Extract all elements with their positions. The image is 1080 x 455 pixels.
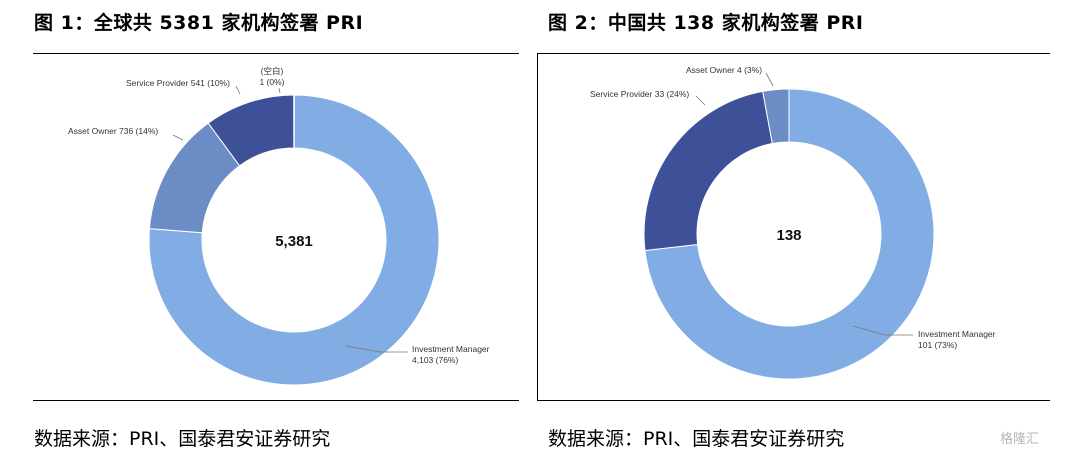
figure-2-title: 图 2：中国共 138 家机构签署 PRI	[548, 12, 864, 34]
data-label: 1 (0%)	[259, 77, 284, 87]
data-label: Service Provider 33 (24%)	[590, 89, 689, 99]
leader-line	[695, 95, 706, 106]
donut-slice-service-provider	[643, 90, 773, 252]
donut-center-total: 138	[776, 227, 801, 244]
figure-2-top-rule	[537, 53, 1050, 54]
figure-1-top-rule	[33, 53, 519, 54]
figure-1-bottom-rule	[33, 400, 519, 401]
leader-line	[235, 85, 241, 95]
data-label: Asset Owner 736 (14%)	[68, 126, 158, 136]
figures-divider	[537, 53, 538, 401]
data-label: Investment Manager	[412, 344, 490, 354]
donut-center-total: 5,381	[275, 233, 313, 250]
watermark-logo: 格隆汇	[1000, 432, 1040, 447]
data-label: Asset Owner 4 (3%)	[686, 65, 762, 75]
data-label: 101 (73%)	[918, 340, 957, 350]
leader-line	[852, 325, 913, 336]
donut-slice-blank	[293, 94, 295, 149]
leader-line	[172, 134, 184, 141]
data-label: Service Provider 541 (10%)	[126, 78, 230, 88]
leader-line	[765, 72, 774, 87]
figure-1-title: 图 1：全球共 5381 家机构签署 PRI	[34, 12, 364, 34]
donut-slice-asset-owner	[762, 88, 790, 145]
data-label: 4,103 (76%)	[412, 355, 458, 365]
donut-slice-investment-manager	[644, 88, 935, 380]
figure-1-source: 数据来源：PRI、国泰君安证券研究	[34, 428, 331, 450]
figure-2-source: 数据来源：PRI、国泰君安证券研究	[548, 428, 845, 450]
figure-2-bottom-rule	[537, 400, 1050, 401]
data-label: (空白)	[261, 66, 284, 76]
leader-line	[345, 345, 408, 353]
donut-slice-investment-manager	[148, 94, 440, 386]
data-label: Investment Manager	[918, 329, 996, 339]
leader-line	[278, 87, 281, 94]
